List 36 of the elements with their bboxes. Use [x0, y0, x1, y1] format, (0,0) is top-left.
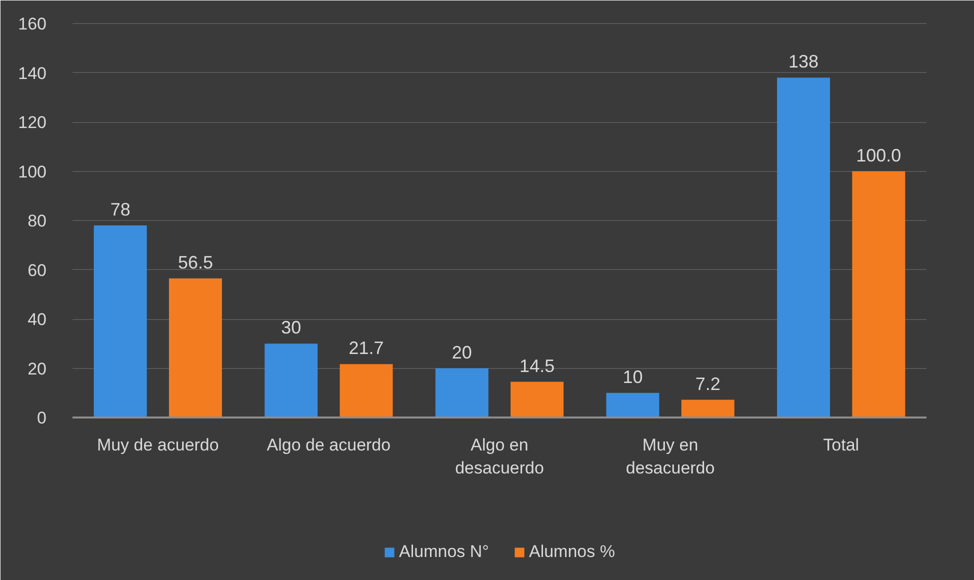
bar: [264, 344, 318, 418]
x-tick-label: Muy en desacuerdo: [626, 436, 715, 478]
data-label: 10: [622, 366, 643, 387]
bar: [168, 278, 222, 418]
y-tick-label: 20: [28, 359, 47, 378]
data-label: 100.0: [856, 145, 902, 166]
bar: [606, 392, 660, 418]
legend-label: Alumnos %: [528, 542, 615, 562]
legend-label: Alumnos N°: [399, 542, 489, 562]
bar: [681, 400, 734, 418]
data-label: 78: [110, 199, 130, 220]
bar: [852, 171, 906, 418]
bar: [510, 382, 564, 418]
y-tick-label: 60: [28, 260, 47, 280]
bar: [435, 368, 488, 418]
data-label: 138: [788, 52, 819, 72]
bar: [340, 364, 393, 418]
y-tick-label: 140: [18, 64, 47, 83]
x-tick-label: Algo de acuerdo: [266, 436, 391, 454]
data-label: 14.5: [520, 356, 555, 376]
x-tick-label: Algo en desacuerdo: [455, 436, 544, 478]
y-tick-label: 40: [28, 310, 47, 329]
data-label: 7.2: [695, 374, 720, 394]
y-tick-label: 80: [28, 212, 47, 230]
y-tick-label: 120: [18, 113, 47, 132]
y-tick-label: 0: [37, 408, 47, 428]
data-label: 56.5: [178, 252, 214, 272]
x-tick-label: Total: [823, 436, 860, 454]
y-tick-label: 160: [18, 14, 47, 34]
data-label: 30: [281, 318, 302, 338]
y-tick-label: 100: [18, 162, 47, 182]
data-label: 20: [452, 342, 472, 362]
bar: [777, 78, 830, 418]
x-tick-label: Muy de acuerdo: [96, 436, 219, 454]
data-label: 21.7: [348, 338, 384, 358]
bar: [94, 225, 147, 418]
